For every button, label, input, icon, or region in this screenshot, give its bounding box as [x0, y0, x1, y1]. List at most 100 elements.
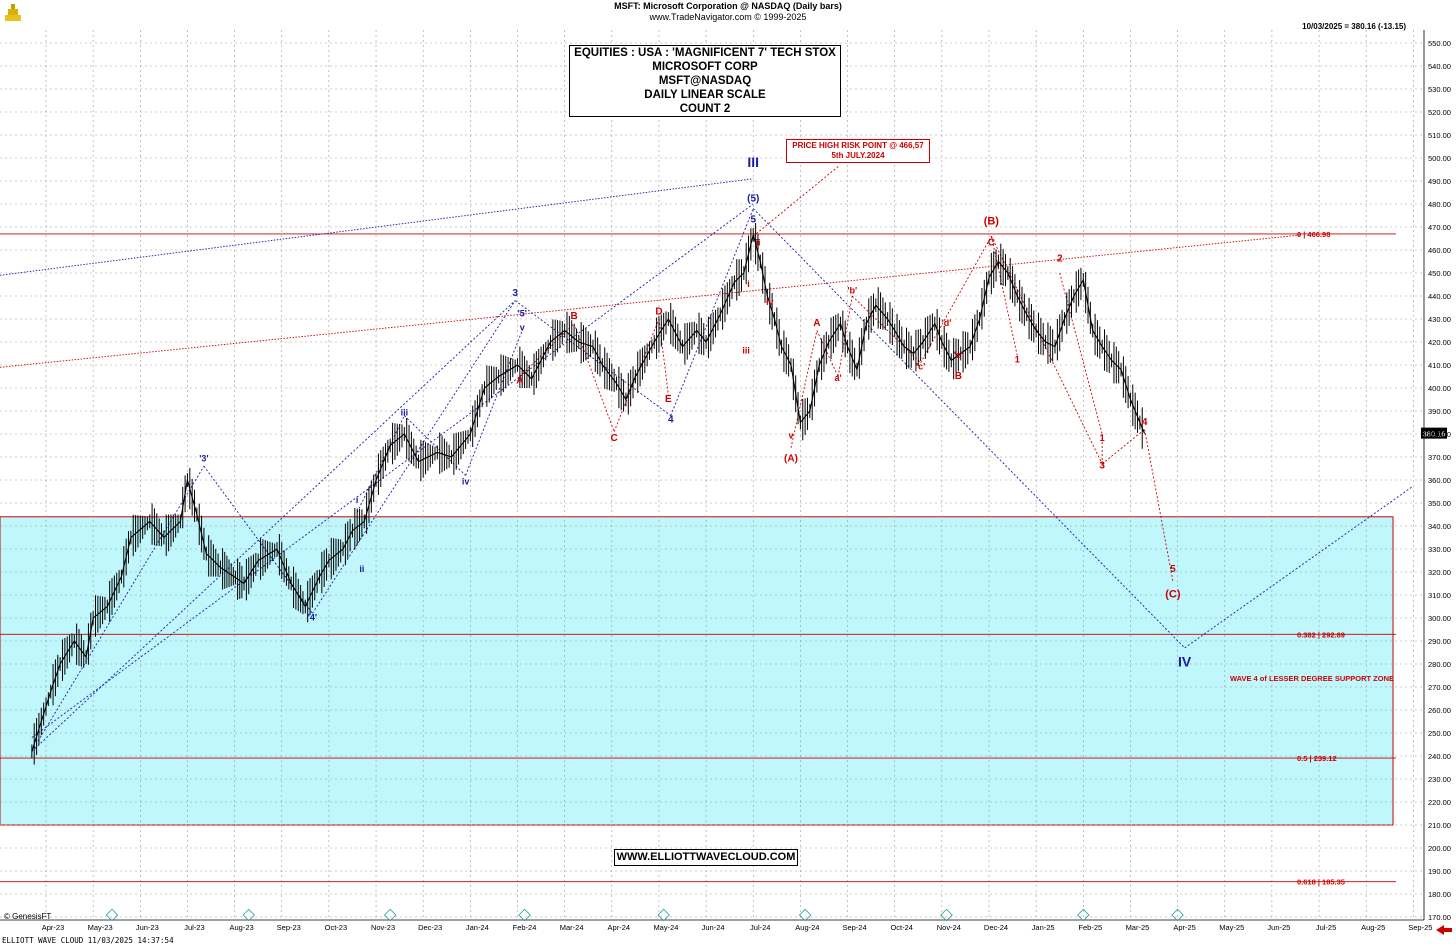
x-tick-label: May-23 — [88, 923, 113, 932]
x-tick-label: Jun-24 — [702, 923, 725, 932]
wave-label: 1 — [1015, 355, 1020, 365]
chart-header-source: www.TradeNavigator.com © 1999-2025 — [649, 12, 807, 22]
grid-layer — [0, 30, 1424, 920]
x-tick-label: Nov-24 — [937, 923, 961, 932]
wave-3-line — [31, 465, 205, 752]
y-tick-label: 170.00 — [1428, 913, 1451, 922]
y-tick-label: 440.00 — [1428, 292, 1451, 301]
wave-label: B — [955, 371, 962, 382]
y-tick-label: 400.00 — [1428, 384, 1451, 393]
y-tick-label: 220.00 — [1428, 798, 1451, 807]
x-tick-label: Jun-25 — [1267, 923, 1290, 932]
risk-point-box: PRICE HIGH RISK POINT @ 466,57 5th JULY.… — [786, 139, 930, 163]
title-line-1: EQUITIES : USA : 'MAGNIFICENT 7' TECH ST… — [574, 47, 836, 59]
wave-iv-rebound-line — [1184, 486, 1413, 649]
wave-label: (5) — [747, 194, 759, 205]
wave-iv-target-line — [752, 208, 1185, 649]
support-zone-layer: WAVE 4 of LESSER DEGREE SUPPORT ZONE — [0, 516, 1394, 826]
axes-layer: 380.16 170.00 180.00 190.00 200.00 210.00 220.… — [0, 30, 1452, 935]
y-tick-label: 380.00 — [1428, 430, 1451, 439]
title-line-3: MSFT@NASDAQ — [658, 75, 752, 87]
wave-label: 'e' — [954, 350, 963, 360]
wave-label: IV — [1178, 653, 1192, 669]
y-tick-label: 230.00 — [1428, 775, 1451, 784]
quarter-marker-icon — [518, 908, 531, 922]
wave-label: 1 — [1100, 433, 1105, 443]
fib-level-label: 0.618 | 185.35 — [1297, 878, 1345, 887]
y-tick-label: 300.00 — [1428, 614, 1451, 623]
risk-pointer-line — [752, 164, 841, 237]
wave-label: E — [665, 394, 672, 405]
wave-label: (C) — [1165, 588, 1181, 600]
wave-3-4-line — [514, 300, 672, 416]
y-tick-label: 330.00 — [1428, 545, 1451, 554]
logo-icon — [5, 4, 21, 21]
genesis-credit: © GenesisFT — [4, 912, 52, 921]
quarter-marker-icon — [1077, 908, 1090, 922]
scroll-left-icon[interactable] — [1436, 925, 1452, 935]
x-tick-label: Jan-25 — [1032, 923, 1055, 932]
footer-stamp: ELLIOTT WAVE CLOUD 11/03/2025 14:37:54 — [2, 936, 174, 945]
x-tick-label: Jul-24 — [750, 923, 770, 932]
fib-level-label: 0.382 | 292.89 — [1297, 630, 1345, 639]
wave-label: B — [570, 311, 577, 322]
x-tick-label: Aug-24 — [795, 923, 819, 932]
wave-label: ii — [359, 564, 364, 574]
support-zone — [0, 516, 1394, 826]
support-zone-label: WAVE 4 of LESSER DEGREE SUPPORT ZONE — [1230, 674, 1394, 683]
wave-labels-layer: III(5)53'5'viiiiviii'3''4'4IVBACDEiiiivi… — [199, 154, 1192, 669]
risk-line-1: PRICE HIGH RISK POINT @ 466,57 — [792, 141, 924, 150]
y-tick-label: 210.00 — [1428, 821, 1451, 830]
wave-label: i — [747, 279, 750, 289]
y-tick-label: 270.00 — [1428, 683, 1451, 692]
x-tick-label: Jun-23 — [136, 923, 159, 932]
y-tick-label: 470.00 — [1428, 223, 1451, 232]
y-tick-label: 350.00 — [1428, 499, 1451, 508]
title-line-4: DAILY LINEAR SCALE — [644, 89, 766, 101]
wave-label: iii — [401, 408, 409, 418]
last-price-marker — [1421, 427, 1447, 439]
quarter-marker-icon — [940, 908, 953, 922]
wave-label: iv — [766, 297, 774, 307]
wave-label: 'b' — [847, 286, 857, 296]
y-tick-label: 410.00 — [1428, 361, 1451, 370]
wave-label: 5 — [750, 214, 756, 225]
x-tick-label: Apr-23 — [42, 923, 65, 932]
x-tick-label: Sep-25 — [1408, 923, 1432, 932]
wave-label: '5' — [518, 309, 527, 319]
red-b-c-line — [573, 323, 615, 432]
x-tick-label: Apr-25 — [1173, 923, 1196, 932]
wave-label: ii — [755, 237, 760, 247]
y-tick-label: 240.00 — [1428, 752, 1451, 761]
wave-label: 3 — [1099, 461, 1105, 472]
title-line-2: MICROSOFT CORP — [652, 61, 758, 73]
risk-line-2: 5th JULY.2024 — [831, 151, 885, 160]
y-tick-label: 520.00 — [1428, 108, 1451, 117]
x-tick-label: Nov-23 — [371, 923, 395, 932]
x-tick-label: Jul-25 — [1316, 923, 1336, 932]
wave-label: C — [611, 433, 618, 444]
y-tick-label: 540.00 — [1428, 62, 1451, 71]
sub-iv-v-line — [465, 330, 523, 476]
x-tick-label: May-25 — [1219, 923, 1244, 932]
channel-line-b — [31, 203, 754, 738]
wave-label: 5 — [1170, 564, 1176, 575]
chart-header-title: MSFT: Microsoft Corporation @ NASDAQ (Da… — [614, 1, 842, 11]
website-box[interactable]: WWW.ELLIOTTWAVECLOUD.COM — [614, 849, 798, 866]
y-tick-label: 510.00 — [1428, 131, 1451, 140]
x-tick-label: Dec-23 — [418, 923, 442, 932]
title-box: EQUITIES : USA : 'MAGNIFICENT 7' TECH ST… — [569, 45, 841, 117]
y-tick-label: 290.00 — [1428, 637, 1451, 646]
y-tick-label: 420.00 — [1428, 338, 1451, 347]
y-tick-label: 260.00 — [1428, 706, 1451, 715]
wave-label: a' — [835, 373, 842, 383]
y-tick-label: 490.00 — [1428, 177, 1451, 186]
wave-label: A — [516, 375, 523, 386]
y-tick-label: 280.00 — [1428, 660, 1451, 669]
wave-label: 3 — [512, 288, 518, 299]
x-tick-label: Feb-25 — [1078, 923, 1102, 932]
x-tick-label: Aug-25 — [1361, 923, 1385, 932]
quarter-marker-icon — [383, 908, 397, 922]
x-tick-label: Sep-23 — [277, 923, 301, 932]
